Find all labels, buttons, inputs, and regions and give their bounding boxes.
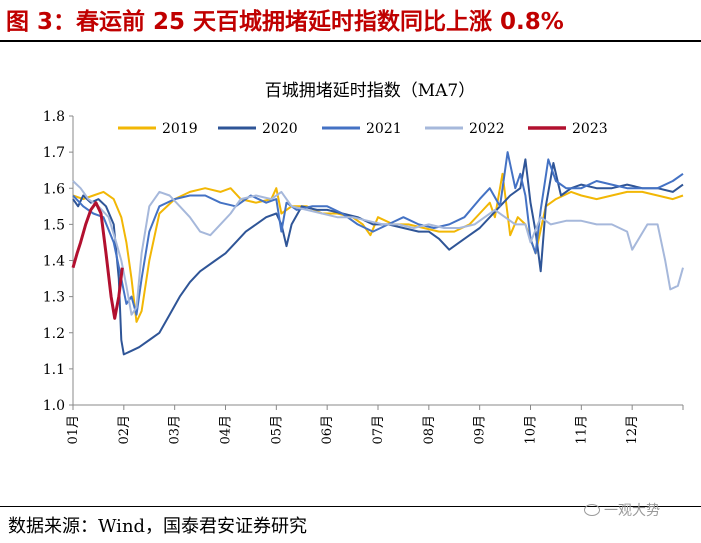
watermark: 一观大势: [584, 500, 660, 520]
series-line-2020: [72, 158, 684, 356]
x-tick-label: 03月: [168, 415, 183, 445]
series-lines: [71, 151, 684, 356]
bottom-rule: [0, 506, 701, 507]
y-tick-label: 1.8: [43, 109, 65, 125]
legend-label-2023: 2023: [572, 121, 608, 137]
legend: 2019 2020 2021 2022 2023: [118, 121, 608, 137]
y-tick-label: 1.2: [43, 326, 65, 342]
series-line-2022: [72, 180, 684, 316]
legend-label-2022: 2022: [469, 121, 505, 137]
figure-title: 图 3：春运前 25 天百城拥堵延时指数同比上涨 0.8%: [6, 9, 564, 35]
y-tick-label: 1.0: [43, 398, 65, 414]
source-note: 数据来源：Wind，国泰君安证券研究: [8, 516, 308, 537]
x-tick-label: 08月: [422, 415, 437, 445]
series-line-2021: [72, 151, 684, 316]
legend-label-2019: 2019: [162, 121, 198, 137]
x-tick-label: 07月: [371, 415, 386, 445]
wechat-icon: [584, 504, 600, 516]
x-tick-label: 10月: [524, 415, 539, 445]
legend-label-2021: 2021: [366, 121, 402, 137]
series-line-2019: [72, 172, 684, 323]
x-tick-label: 02月: [117, 415, 132, 445]
watermark-text: 一观大势: [604, 503, 660, 519]
y-tick-label: 1.4: [43, 254, 65, 270]
x-tick-label: 12月: [625, 415, 640, 445]
line-chart: 百城拥堵延时指数（MA7） 2019 2020 2021 2022 2023 1.01.…: [43, 81, 684, 445]
x-tick-label: 04月: [219, 415, 234, 445]
y-tick-label: 1.7: [43, 145, 65, 161]
chart-title: 百城拥堵延时指数（MA7）: [265, 81, 476, 101]
y-tick-label: 1.5: [43, 217, 65, 233]
x-tick-label: 06月: [320, 415, 335, 445]
x-tick-label: 11月: [574, 415, 589, 445]
x-tick-label: 09月: [473, 415, 488, 445]
x-tick-label: 01月: [66, 415, 81, 445]
y-tick-label: 1.6: [43, 181, 65, 197]
top-rule: [0, 40, 701, 42]
axes: 1.0 1.1 1.2 1.3 1.4 1.5 1.6 1.7 1.8 01月 02月 03月 04月 0…: [43, 109, 684, 445]
y-tick-label: 1.3: [43, 290, 65, 306]
legend-label-2020: 2020: [262, 121, 298, 137]
y-tick-label: 1.1: [43, 362, 65, 378]
series-line-2023: [71, 201, 124, 320]
x-tick-label: 05月: [269, 415, 284, 445]
